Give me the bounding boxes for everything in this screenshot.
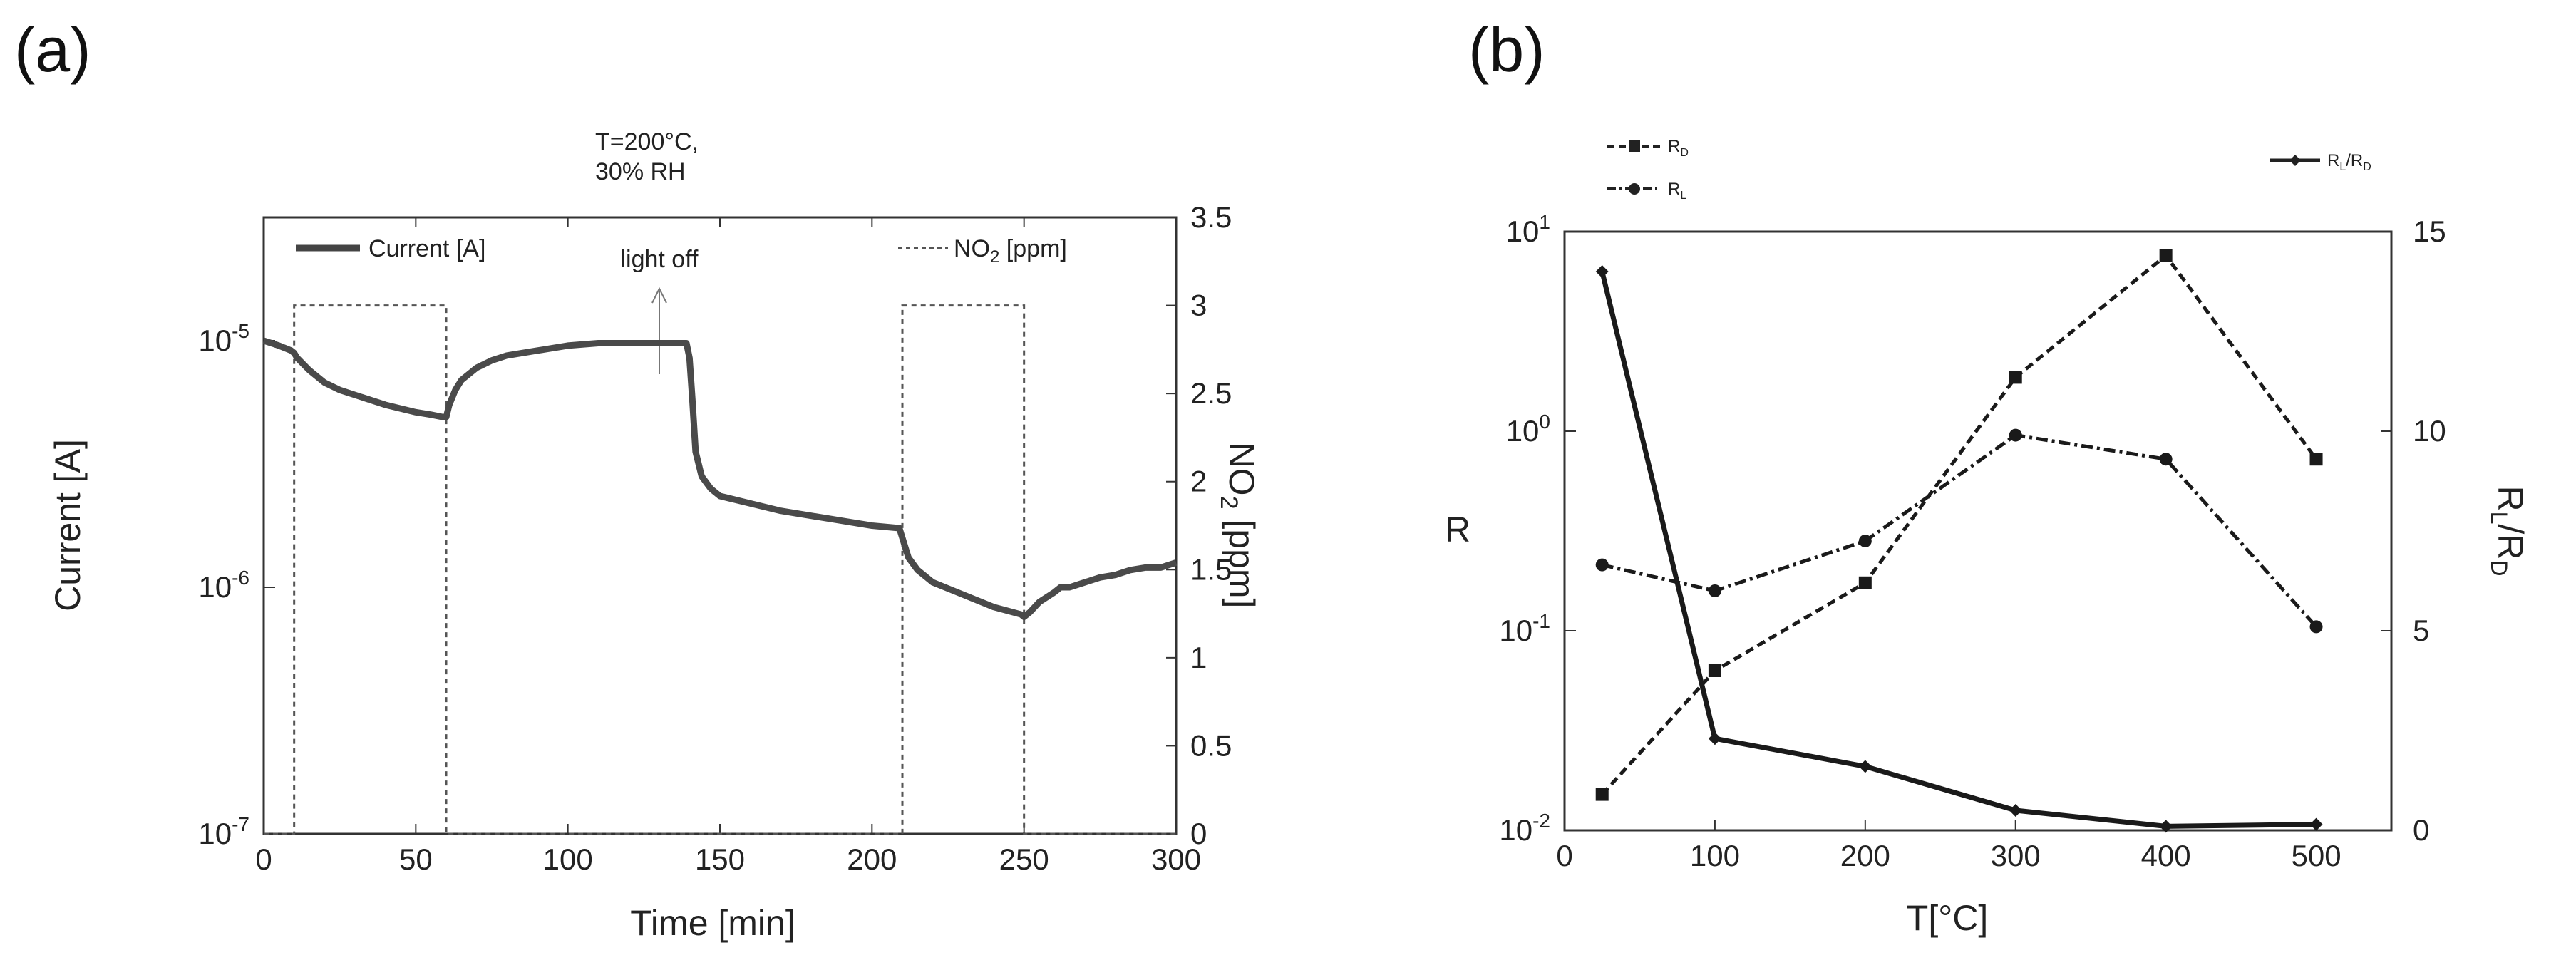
a-x-tick-label: 0 <box>255 842 272 876</box>
b-y-tick-label: 10-2 <box>1499 810 1550 847</box>
series-rl-rd-point <box>2309 817 2323 831</box>
a-x-tick-label: 150 <box>695 842 745 876</box>
legend-no2-label: NO2 [ppm] <box>954 235 1067 267</box>
a-y-tick-label: 10-6 <box>198 567 249 604</box>
legend-rl-marker <box>1629 183 1640 195</box>
a-y-tick-label: 10-5 <box>198 320 249 357</box>
chart-a-frame <box>262 216 1178 835</box>
series-rl-point <box>1595 558 1609 572</box>
series-rd-point <box>1595 788 1609 801</box>
chart-a-y2label: NO2 [ppm] <box>1215 443 1262 609</box>
annotation-arrowhead <box>651 287 667 304</box>
chart-b-y2label: RL/RD <box>2486 485 2530 576</box>
series-rl-point <box>2309 620 2323 634</box>
b-y-tick-label: 100 <box>1506 411 1550 448</box>
series-no2-line <box>264 304 1176 835</box>
a-x-tick-label: 200 <box>847 842 897 876</box>
series-rd-point <box>2309 453 2323 466</box>
chart-a: T=200°C, 30% RH Time [min] Current [A] N… <box>48 128 1262 943</box>
chart-a-subtitle: 30% RH <box>595 158 686 185</box>
a-y2-tick-label: 2.5 <box>1190 376 1232 410</box>
b-y-tick-label: 10-1 <box>1499 610 1550 647</box>
b-x-tick-label: 400 <box>2141 839 2191 872</box>
a-y2-tick-label: 1.5 <box>1190 552 1232 586</box>
chart-b-frame <box>1563 230 2393 832</box>
b-x-tick-label: 0 <box>1556 839 1572 872</box>
legend-ratio-label: RL/RD <box>2327 151 2371 173</box>
legend-rd-marker <box>1629 140 1640 152</box>
chart-b: T[°C] R RL/RD RD RL RL/RD 0 100 200 300 400 5… <box>1445 137 2530 938</box>
series-rd-point <box>1708 664 1721 677</box>
b-x-tick-label: 200 <box>1840 839 1890 872</box>
annotation-light-off: light off <box>620 246 699 273</box>
chart-a-legend: Current [A] NO2 [ppm] <box>296 235 1067 267</box>
series-rl-rd-point <box>1595 265 1609 278</box>
b-x-tick-label: 300 <box>1991 839 2041 872</box>
chart-b-ylabel: R <box>1445 510 1470 550</box>
b-y2-tick-label: 5 <box>2413 614 2429 647</box>
a-y2-tick-label: 2 <box>1190 465 1207 498</box>
series-rl-point <box>2159 453 2173 466</box>
series-rl-rd-point <box>1708 732 1721 745</box>
chart-b-xlabel: T[°C] <box>1907 898 1988 938</box>
a-x-tick-label: 50 <box>399 842 433 876</box>
panel-b-label: (b) <box>1468 14 1545 85</box>
chart-b-legend: RD RL RL/RD <box>1607 137 2371 202</box>
b-y2-tick-label: 15 <box>2413 215 2446 248</box>
a-y2-tick-label: 1 <box>1190 641 1207 674</box>
panel-a-label: (a) <box>14 14 91 85</box>
chart-b-ticks: 0 100 200 300 400 500 10-2 10-1 100 101 0 5 10 15 <box>1499 211 2446 872</box>
b-y2-tick-label: 10 <box>2413 414 2446 448</box>
chart-a-xlabel: Time [min] <box>630 903 795 943</box>
chart-a-title: T=200°C, <box>595 128 699 155</box>
b-y-tick-label: 101 <box>1506 211 1550 248</box>
a-x-tick-label: 300 <box>1151 842 1201 876</box>
a-y2-tick-label: 0 <box>1190 817 1207 850</box>
series-rl-point <box>2009 428 2022 442</box>
series-rd-point <box>2159 249 2173 262</box>
a-y-tick-label: 10-7 <box>198 813 249 850</box>
chart-a-ylabel: Current [A] <box>48 439 88 612</box>
a-y2-tick-label: 3.5 <box>1190 200 1232 234</box>
series-rl-point <box>1858 535 1872 547</box>
series-rl-rd-line <box>1599 271 2317 829</box>
series-rd-point <box>1858 576 1872 589</box>
series-rl-rd-point <box>2159 820 2173 833</box>
chart-b-series <box>1595 249 2323 833</box>
chart-a-series <box>262 304 1178 835</box>
a-y2-tick-label: 0.5 <box>1190 728 1232 762</box>
legend-ratio-marker <box>2289 155 2301 166</box>
legend-current-label: Current [A] <box>369 235 485 262</box>
series-rl-point <box>1708 584 1721 597</box>
b-x-tick-label: 100 <box>1690 839 1740 872</box>
b-y2-tick-label: 0 <box>2413 813 2429 847</box>
series-rd-line <box>1600 254 2318 796</box>
chart-a-ticks: 0 50 100 150 200 250 300 10-7 10-6 10-5 0 0.5 1 1.5 2 2… <box>198 200 1232 876</box>
a-x-tick-label: 100 <box>543 842 593 876</box>
series-current-line <box>262 337 1178 621</box>
legend-rd-label: RD <box>1668 137 1689 159</box>
series-rl-line <box>1602 433 2318 629</box>
series-rl-rd-point <box>1858 760 1872 773</box>
a-y2-tick-label: 3 <box>1190 289 1207 322</box>
a-x-tick-label: 250 <box>999 842 1049 876</box>
series-rl-rd-point <box>2009 804 2022 817</box>
series-rd-point <box>2009 371 2022 384</box>
b-x-tick-label: 500 <box>2292 839 2341 872</box>
legend-rl-label: RL <box>1668 180 1686 202</box>
